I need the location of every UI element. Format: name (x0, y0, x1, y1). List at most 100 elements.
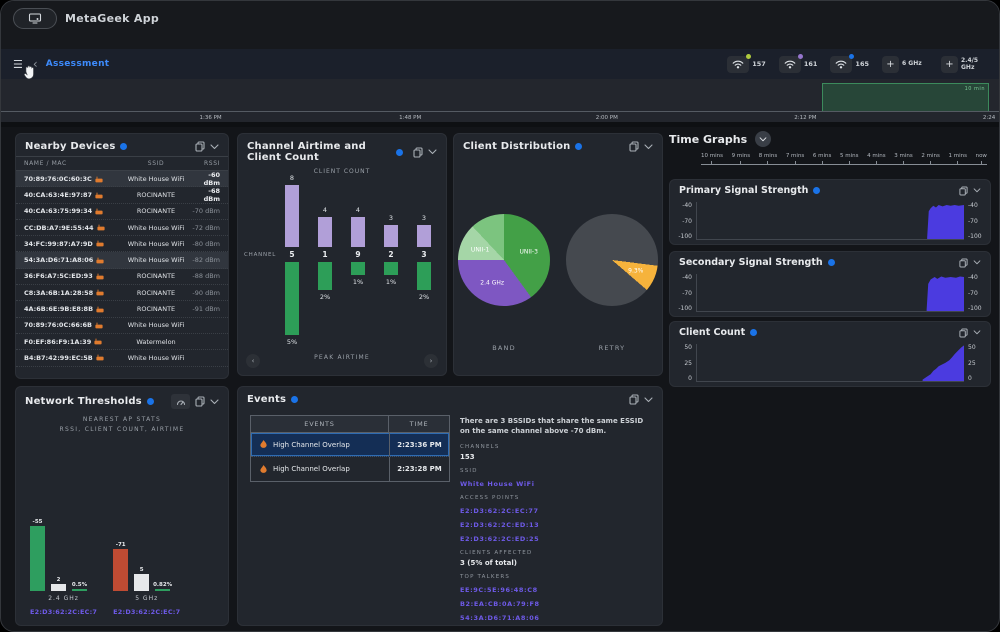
table-row[interactable]: 34:FC:99:87:A7:9D White House WiFi -80 d… (16, 236, 228, 252)
detail-link[interactable]: E2:D3:62:2C:ED:25 (460, 535, 650, 543)
thresholds-settings-button[interactable] (171, 394, 190, 409)
chevron-down-icon[interactable] (973, 188, 981, 193)
timeline[interactable]: 10 min 1:36 PM1:48 PM2:00 PM2:12 PM2:24 (1, 79, 999, 122)
info-icon[interactable] (575, 143, 582, 150)
detail-link[interactable]: 54:3A:D6:71:A8:06 (460, 614, 650, 622)
detail-link[interactable]: B2:EA:CB:0A:79:F8 (460, 600, 650, 608)
detail-link[interactable]: E2:D3:62:2C:EC:77 (460, 507, 650, 515)
time-range-option[interactable]: 7 mins (786, 153, 805, 164)
channel-column[interactable]: 3 2 1% (377, 172, 405, 367)
event-row[interactable]: High Channel Overlap 2:23:28 PM (251, 457, 449, 481)
info-icon[interactable] (750, 329, 757, 336)
table-row[interactable]: F0:EF:86:F9:1A:39 Watermelon (16, 334, 228, 350)
info-icon[interactable] (813, 187, 820, 194)
chevron-down-icon[interactable] (973, 330, 981, 335)
table-row[interactable]: B4:B7:42:99:EC:5B White House WiFi (16, 350, 228, 366)
info-icon[interactable] (147, 398, 154, 405)
device-mac[interactable]: C8:3A:6B:1A:28:58 (24, 289, 120, 297)
event-row[interactable]: High Channel Overlap 2:23:36 PM (251, 433, 449, 457)
pie-slice-label: UNII-1 (471, 246, 489, 253)
plus-icon[interactable]: + (941, 56, 958, 73)
copy-icon[interactable] (959, 258, 968, 268)
collapse-button[interactable] (755, 131, 771, 147)
band-add-button[interactable]: +2.4/5 GHz (941, 56, 987, 73)
chevron-down-icon[interactable] (428, 149, 437, 155)
channel-badge[interactable]: 165 (830, 56, 869, 73)
wifi-button[interactable] (727, 56, 749, 73)
chevron-down-icon[interactable] (644, 144, 653, 150)
copy-icon[interactable] (629, 141, 639, 152)
detail-link[interactable]: White House WiFi (460, 480, 650, 488)
time-range-option[interactable]: 2 mins (921, 153, 940, 164)
table-row[interactable]: 4A:6B:6E:9B:E8:8B ROCINANTE -91 dBm (16, 301, 228, 317)
device-mac[interactable]: 34:FC:99:87:A7:9D (24, 240, 120, 248)
chevron-down-icon[interactable] (210, 144, 219, 150)
timeline-selection[interactable]: 10 min (822, 83, 989, 112)
table-row[interactable]: C8:3A:6B:1A:28:58 ROCINANTE -90 dBm (16, 285, 228, 301)
copy-icon[interactable] (413, 147, 423, 158)
device-mac[interactable]: 4A:6B:6E:9B:E8:8B (24, 305, 120, 313)
channel-badge[interactable]: 157 (727, 56, 766, 73)
back-chevron-icon[interactable]: ‹ (33, 58, 38, 70)
table-row[interactable]: CC:DB:A7:9E:55:44 White House WiFi -72 d… (16, 220, 228, 236)
time-range-option[interactable]: 9 mins (732, 153, 751, 164)
plus-icon[interactable]: + (882, 56, 899, 73)
channel-badge[interactable]: 161 (779, 56, 818, 73)
info-icon[interactable] (828, 259, 835, 266)
hamburger-menu-icon[interactable]: ☰ (13, 59, 23, 70)
ap-mac-link[interactable]: E2:D3:62:2C:EC:7 (30, 608, 97, 616)
prev-arrow-icon[interactable]: ‹ (246, 354, 260, 368)
time-range-option[interactable]: 1 mins (948, 153, 967, 164)
device-mac[interactable]: F0:EF:86:F9:1A:39 (24, 338, 120, 346)
breadcrumb[interactable]: Assessment (46, 59, 110, 69)
table-row[interactable]: 40:CA:63:4E:97:87 ROCINANTE -68 dBm (16, 187, 228, 203)
time-range-option[interactable]: now (976, 153, 987, 164)
table-row[interactable]: 36:F6:A7:5C:ED:93 ROCINANTE -88 dBm (16, 269, 228, 285)
chevron-down-icon[interactable] (644, 397, 653, 403)
time-range-option[interactable]: 10 mins (701, 153, 723, 164)
time-range-option[interactable]: 3 mins (894, 153, 913, 164)
next-arrow-icon[interactable]: › (424, 354, 438, 368)
time-range-option[interactable]: 8 mins (759, 153, 778, 164)
timeline-tick-label: 2:00 PM (596, 115, 618, 121)
table-row[interactable]: 70:89:76:0C:66:6B White House WiFi (16, 318, 228, 334)
device-toggle-button[interactable] (13, 8, 57, 29)
chevron-down-icon[interactable] (973, 260, 981, 265)
device-mac[interactable]: 54:3A:D6:71:A8:06 (24, 256, 120, 264)
panel-title: Primary Signal Strength (679, 185, 808, 196)
table-row[interactable]: 54:3A:D6:71:A8:06 White House WiFi -82 d… (16, 252, 228, 268)
device-mac[interactable]: B4:B7:42:99:EC:5B (24, 354, 120, 362)
ap-mac-link[interactable]: E2:D3:62:2C:EC:7 (113, 608, 180, 616)
time-range-option[interactable]: 4 mins (867, 153, 886, 164)
detail-link[interactable]: EE:9C:5E:96:48:C8 (460, 586, 650, 594)
table-row[interactable]: 40:CA:63:75:99:34 ROCINANTE -70 dBm (16, 204, 228, 220)
channel-column[interactable]: 8 5 5% (278, 172, 306, 367)
channel-column[interactable]: 4 9 1% (344, 172, 372, 367)
copy-icon[interactable] (195, 396, 205, 407)
time-range-option[interactable]: 5 mins (840, 153, 859, 164)
info-icon[interactable] (396, 149, 403, 156)
copy-icon[interactable] (959, 328, 968, 338)
chevron-down-icon[interactable] (210, 399, 219, 405)
channel-column[interactable]: 3 3 2% (410, 172, 438, 367)
device-mac[interactable]: 70:89:76:0C:66:6B (24, 321, 120, 329)
device-mac[interactable]: 40:CA:63:75:99:34 (24, 207, 120, 215)
info-icon[interactable] (291, 396, 298, 403)
device-mac[interactable]: CC:DB:A7:9E:55:44 (24, 224, 120, 232)
wifi-button[interactable] (779, 56, 801, 73)
band-add-button[interactable]: +6 GHz (882, 56, 928, 73)
device-mac[interactable]: 40:CA:63:4E:97:87 (24, 191, 120, 199)
copy-icon[interactable] (959, 186, 968, 196)
copy-icon[interactable] (195, 141, 205, 152)
copy-icon[interactable] (629, 394, 639, 405)
detail-link[interactable]: E2:D3:62:2C:ED:13 (460, 521, 650, 529)
time-range-option[interactable]: 6 mins (813, 153, 832, 164)
wifi-button[interactable] (830, 56, 852, 73)
channel-column[interactable]: 4 1 2% (311, 172, 339, 367)
device-mac[interactable]: 36:F6:A7:5C:ED:93 (24, 272, 120, 280)
info-icon[interactable] (120, 143, 127, 150)
rssi-bar (113, 549, 128, 591)
device-mac[interactable]: 70:89:76:0C:60:3C (24, 175, 120, 183)
table-row[interactable]: 70:89:76:0C:60:3C White House WiFi -60 d… (16, 171, 228, 187)
airtime-value: 2% (320, 293, 330, 301)
